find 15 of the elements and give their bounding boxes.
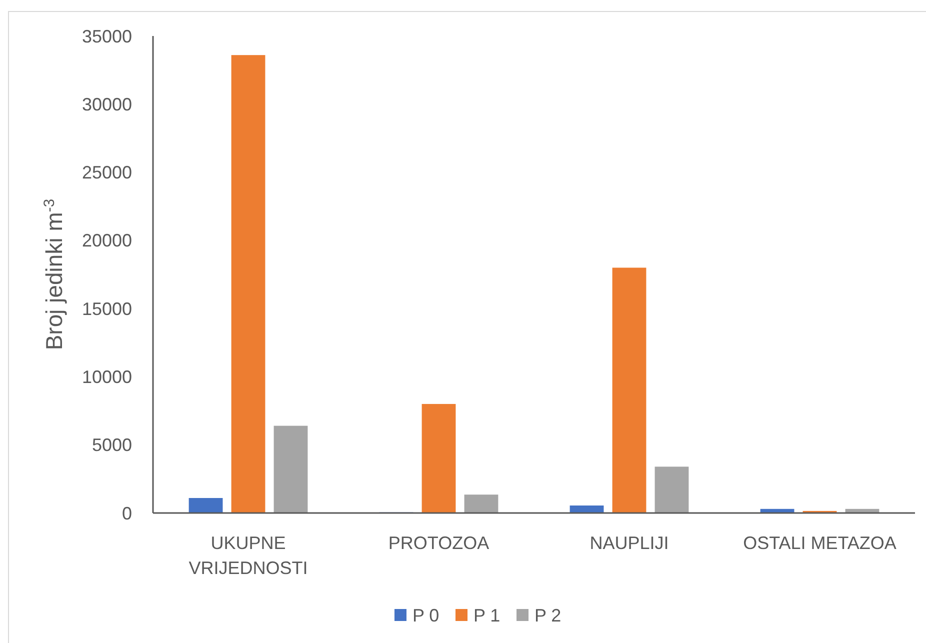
legend-label: P 2 (534, 605, 562, 626)
y-tick-label: 15000 (82, 298, 132, 319)
legend-label: P 0 (412, 605, 440, 626)
y-tick-label: 5000 (92, 435, 132, 456)
y-tick-label: 10000 (82, 367, 132, 388)
y-tick-label: 35000 (82, 26, 132, 46)
x-tick-label: OSTALI METAZOA (743, 533, 896, 553)
y-tick-label: 20000 (82, 230, 132, 251)
legend-label: P 1 (473, 605, 500, 626)
x-tick-label: NAUPLIJI (590, 533, 669, 553)
x-tick-label: UKUPNE VRIJEDNOSTI (188, 533, 308, 578)
y-tick-label: 30000 (82, 94, 132, 114)
y-tick-label: 25000 (82, 162, 132, 183)
x-tick-label: PROTOZOA (388, 533, 490, 553)
y-tick-label: 0 (122, 503, 132, 524)
